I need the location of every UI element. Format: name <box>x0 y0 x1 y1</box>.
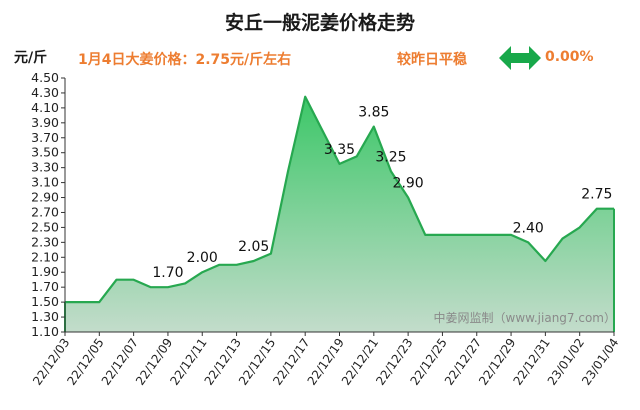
y-tick-label: 2.10 <box>31 249 59 264</box>
data-label: 1.70 <box>152 265 183 281</box>
y-tick-label: 1.30 <box>31 309 59 324</box>
y-tick-label: 2.90 <box>31 190 59 205</box>
watermark: 中姜网监制（www.jiang7.com） <box>433 311 616 325</box>
y-tick-label: 4.10 <box>31 100 59 115</box>
unit-label: 元/斤 <box>14 50 48 66</box>
chart-title: 安丘一般泥姜价格走势 <box>224 12 415 34</box>
data-label: 2.00 <box>187 250 218 266</box>
y-tick-label: 1.50 <box>31 294 59 309</box>
y-tick-label: 1.10 <box>31 324 59 339</box>
price-note: 1月4日大姜价格：2.75元/斤左右 <box>78 52 292 68</box>
series-line <box>65 95 614 304</box>
y-tick-label: 4.30 <box>31 85 59 100</box>
data-label: 2.05 <box>238 239 269 255</box>
area-fill <box>65 96 614 332</box>
y-tick-label: 3.10 <box>31 175 59 190</box>
data-label: 3.35 <box>324 142 355 158</box>
data-label: 3.25 <box>375 149 406 165</box>
data-label: 2.90 <box>393 176 424 192</box>
y-tick-label: 3.70 <box>31 130 59 145</box>
data-label: 2.75 <box>581 187 612 203</box>
y-tick-label: 3.50 <box>31 145 59 160</box>
y-tick-label: 3.30 <box>31 160 59 175</box>
data-label: 2.40 <box>513 220 544 236</box>
y-tick-label: 1.70 <box>31 279 59 294</box>
y-tick-label: 2.50 <box>31 219 59 234</box>
y-tick-label: 2.70 <box>31 204 59 219</box>
y-tick-label: 1.90 <box>31 264 59 279</box>
y-tick-label: 3.90 <box>31 115 59 130</box>
double-arrow-icon <box>499 46 541 70</box>
change-value: 0.00% <box>545 49 594 65</box>
y-tick-label: 2.30 <box>31 234 59 249</box>
compare-note: 较昨日平稳 <box>397 52 467 68</box>
data-label: 3.85 <box>358 105 389 121</box>
y-tick-label: 4.50 <box>31 70 59 85</box>
